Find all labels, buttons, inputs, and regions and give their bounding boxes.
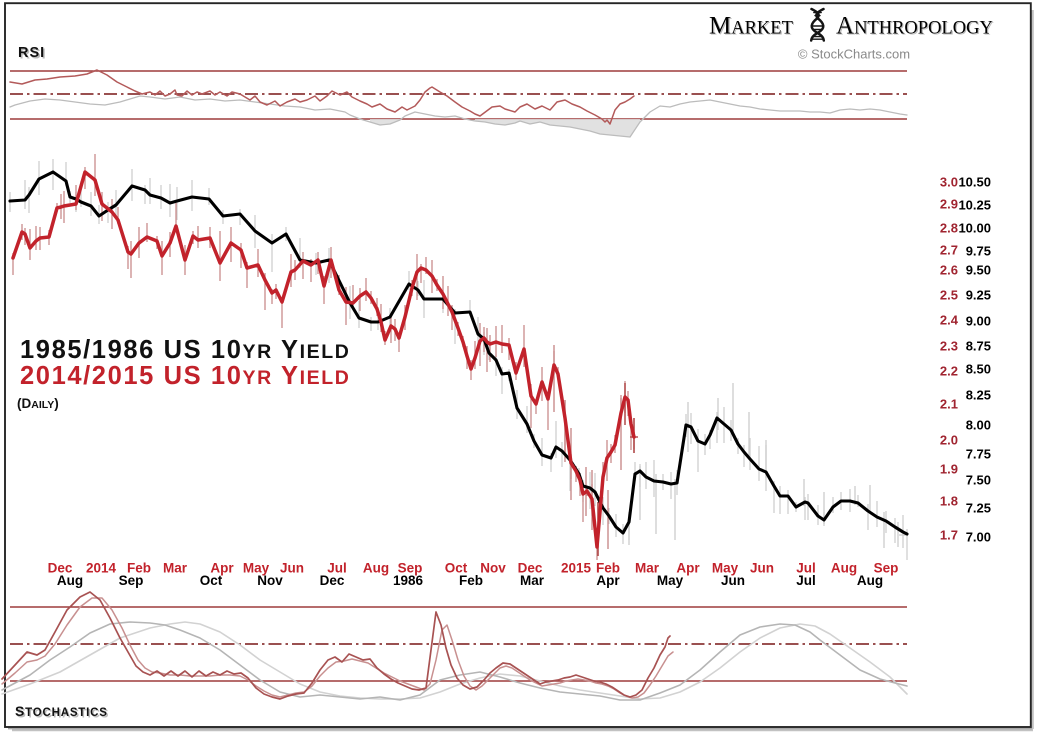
svg-text:2.9: 2.9 [940, 197, 958, 212]
svg-text:Aug: Aug [831, 561, 857, 576]
svg-text:Mar: Mar [163, 561, 188, 576]
svg-text:Sep: Sep [874, 561, 899, 576]
svg-text:10.50: 10.50 [958, 175, 991, 190]
svg-text:8.25: 8.25 [966, 388, 991, 403]
svg-text:10.25: 10.25 [958, 198, 991, 213]
svg-text:9.00: 9.00 [966, 314, 991, 329]
svg-text:Oct: Oct [200, 573, 223, 588]
svg-text:Apr: Apr [210, 561, 234, 576]
svg-text:Nov: Nov [480, 561, 506, 576]
svg-text:2.3: 2.3 [940, 339, 958, 354]
svg-text:2014/2015 US 10YR YIELD: 2014/2015 US 10YR YIELD [20, 362, 350, 390]
svg-text:Sep: Sep [398, 561, 423, 576]
svg-text:Mar: Mar [520, 573, 545, 588]
svg-text:2.6: 2.6 [940, 263, 958, 278]
svg-text:Jun: Jun [721, 573, 745, 588]
svg-text:Jul: Jul [796, 561, 816, 576]
svg-text:1985/1986 US 10YR YIELD: 1985/1986 US 10YR YIELD [20, 336, 350, 364]
svg-text:1.7: 1.7 [940, 528, 958, 543]
svg-text:© StockCharts.com: © StockCharts.com [798, 47, 910, 62]
svg-text:(DAILY): (DAILY) [17, 396, 59, 411]
svg-text:May: May [243, 561, 270, 576]
svg-text:10.00: 10.00 [958, 221, 991, 236]
svg-text:Dec: Dec [48, 561, 73, 576]
svg-text:STOCHASTICS: STOCHASTICS [17, 705, 110, 721]
svg-text:2.8: 2.8 [940, 221, 958, 236]
svg-text:May: May [657, 573, 684, 588]
svg-text:7.25: 7.25 [966, 501, 991, 516]
svg-text:MARKET: MARKET [709, 13, 793, 40]
svg-text:2015: 2015 [561, 561, 592, 576]
svg-text:Apr: Apr [676, 561, 700, 576]
svg-text:Jun: Jun [280, 561, 304, 576]
svg-text:Apr: Apr [596, 573, 620, 588]
svg-text:Dec: Dec [518, 561, 543, 576]
svg-text:7.50: 7.50 [966, 473, 991, 488]
svg-text:9.50: 9.50 [966, 263, 991, 278]
svg-text:2014: 2014 [86, 561, 117, 576]
svg-text:1.8: 1.8 [940, 494, 958, 509]
svg-text:2.1: 2.1 [940, 397, 958, 412]
svg-text:RSI: RSI [18, 45, 45, 61]
svg-text:Feb: Feb [596, 561, 620, 576]
svg-text:8.75: 8.75 [966, 339, 991, 354]
svg-text:8.00: 8.00 [966, 418, 991, 433]
svg-text:May: May [712, 561, 739, 576]
svg-text:Feb: Feb [127, 561, 151, 576]
svg-text:1986: 1986 [393, 573, 424, 588]
svg-text:Oct: Oct [445, 561, 468, 576]
svg-text:Feb: Feb [459, 573, 483, 588]
svg-text:Jun: Jun [750, 561, 774, 576]
svg-text:1.9: 1.9 [940, 462, 958, 477]
svg-text:8.50: 8.50 [966, 362, 991, 377]
svg-text:STOCHASTICS: STOCHASTICS [15, 703, 108, 719]
svg-text:Aug: Aug [857, 573, 883, 588]
svg-text:7.00: 7.00 [966, 530, 991, 545]
svg-text:Mar: Mar [635, 561, 660, 576]
svg-text:2.5: 2.5 [940, 288, 958, 303]
svg-text:2.7: 2.7 [940, 243, 958, 258]
svg-text:2.4: 2.4 [940, 313, 959, 328]
svg-text:Dec: Dec [320, 573, 345, 588]
svg-text:RSI: RSI [20, 47, 47, 63]
svg-text:Sep: Sep [119, 573, 144, 588]
svg-text:3.0: 3.0 [940, 175, 958, 190]
svg-text:Aug: Aug [363, 561, 389, 576]
svg-text:9.25: 9.25 [966, 288, 991, 303]
svg-text:2.2: 2.2 [940, 364, 958, 379]
svg-text:Jul: Jul [327, 561, 347, 576]
svg-text:7.75: 7.75 [966, 447, 991, 462]
svg-text:9.75: 9.75 [966, 244, 991, 259]
svg-text:MARKET: MARKET [710, 14, 794, 41]
svg-text:2.0: 2.0 [940, 433, 958, 448]
svg-text:Jul: Jul [796, 573, 816, 588]
svg-text:Nov: Nov [257, 573, 283, 588]
svg-text:Aug: Aug [57, 573, 83, 588]
